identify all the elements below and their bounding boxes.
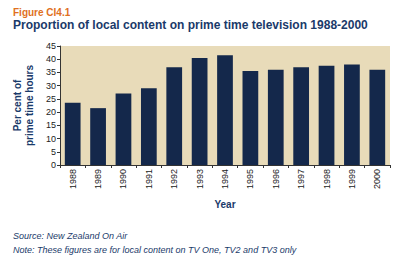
svg-text:Per cent of: Per cent of <box>12 79 23 131</box>
svg-text:1991: 1991 <box>144 169 154 189</box>
svg-text:1992: 1992 <box>169 169 179 189</box>
svg-text:prime time hours: prime time hours <box>24 65 35 147</box>
svg-text:1995: 1995 <box>245 169 255 189</box>
svg-text:1996: 1996 <box>271 169 281 189</box>
svg-text:Figure CI4.1: Figure CI4.1 <box>13 7 71 18</box>
svg-text:1990: 1990 <box>118 169 128 189</box>
svg-text:45: 45 <box>46 41 56 51</box>
svg-text:5: 5 <box>51 147 56 157</box>
svg-text:35: 35 <box>46 67 56 77</box>
svg-text:0: 0 <box>51 160 56 170</box>
svg-text:20: 20 <box>46 107 56 117</box>
svg-text:Year: Year <box>214 199 235 210</box>
svg-text:1997: 1997 <box>296 169 306 189</box>
svg-text:25: 25 <box>46 94 56 104</box>
svg-text:1989: 1989 <box>93 169 103 189</box>
svg-text:Note: These figures are for lo: Note: These figures are for local conten… <box>13 245 297 255</box>
svg-text:1999: 1999 <box>347 169 357 189</box>
svg-text:1993: 1993 <box>195 169 205 189</box>
svg-text:Source: New Zealand On Air: Source: New Zealand On Air <box>13 231 128 241</box>
svg-text:Proportion of local content on: Proportion of local content on prime tim… <box>13 18 368 32</box>
svg-text:40: 40 <box>46 54 56 64</box>
svg-text:1988: 1988 <box>68 169 78 189</box>
svg-text:2000: 2000 <box>372 169 382 189</box>
svg-text:1994: 1994 <box>220 169 230 189</box>
svg-text:1998: 1998 <box>322 169 332 189</box>
svg-text:15: 15 <box>46 120 56 130</box>
svg-text:10: 10 <box>46 134 56 144</box>
svg-text:30: 30 <box>46 81 56 91</box>
